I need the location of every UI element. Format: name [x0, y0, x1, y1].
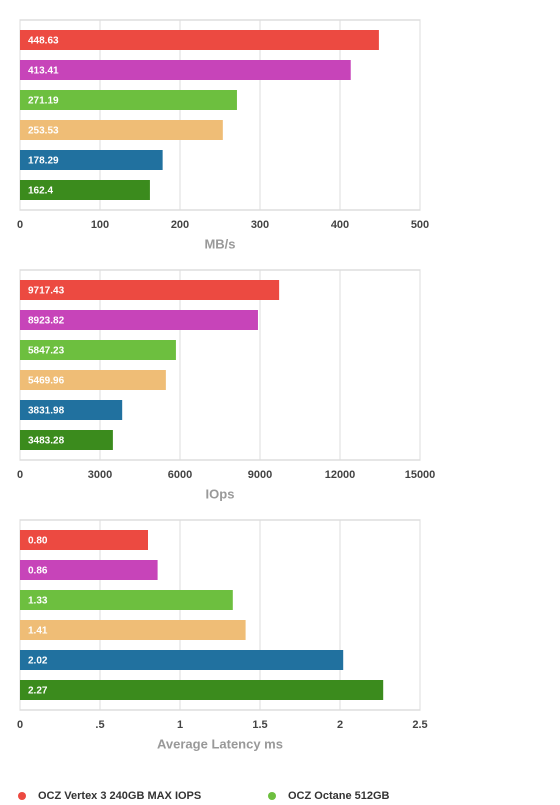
x-tick-label: 9000: [248, 469, 272, 481]
x-tick-label: 2: [337, 719, 343, 731]
x-tick-label: 0: [17, 719, 23, 731]
bar: [20, 340, 176, 360]
bar: [20, 280, 280, 300]
x-tick-label: 200: [171, 219, 189, 231]
x-tick-label: 0: [17, 469, 23, 481]
bar: [20, 530, 148, 550]
value-label: 413.41: [28, 66, 59, 77]
x-tick-label: 1.5: [252, 719, 267, 731]
x-tick-label: .5: [95, 719, 104, 731]
bar: [20, 30, 379, 50]
value-label: 271.19: [28, 96, 59, 107]
value-label: 5469.96: [28, 376, 65, 387]
bar: [20, 560, 158, 580]
value-label: 1.33: [28, 596, 48, 607]
value-label: 2.27: [28, 686, 48, 697]
value-label: 178.29: [28, 156, 59, 167]
x-axis-title: MB/s: [204, 236, 235, 251]
bar: [20, 310, 258, 330]
bar: [20, 370, 166, 390]
value-label: 253.53: [28, 126, 59, 137]
x-tick-label: 0: [17, 219, 23, 231]
x-tick-label: 100: [91, 219, 109, 231]
value-label: 8923.82: [28, 316, 65, 327]
x-axis-title: Average Latency ms: [157, 736, 283, 751]
value-label: 162.4: [28, 186, 53, 197]
value-label: 5847.23: [28, 346, 65, 357]
value-label: 2.02: [28, 656, 48, 667]
value-label: 1.41: [28, 626, 48, 637]
value-label: 0.86: [28, 566, 48, 577]
x-tick-label: 400: [331, 219, 349, 231]
x-tick-label: 500: [411, 219, 429, 231]
value-label: 9717.43: [28, 286, 65, 297]
bar: [20, 400, 123, 420]
bar: [20, 90, 237, 110]
legend-label: OCZ Vertex 3 240GB MAX IOPS: [38, 790, 201, 800]
bar: [20, 150, 163, 170]
x-tick-label: 2.5: [412, 719, 427, 731]
x-axis-title: IOps: [206, 486, 235, 501]
value-label: 3483.28: [28, 436, 65, 447]
x-tick-label: 300: [251, 219, 269, 231]
value-label: 3831.98: [28, 406, 65, 417]
legend-label: OCZ Octane 512GB: [288, 790, 390, 800]
bar: [20, 680, 384, 700]
value-label: 0.80: [28, 536, 48, 547]
legend-marker: [18, 792, 26, 800]
x-tick-label: 12000: [325, 469, 356, 481]
legend-marker: [268, 792, 276, 800]
x-tick-label: 15000: [405, 469, 436, 481]
bar: [20, 430, 113, 450]
value-label: 448.63: [28, 36, 59, 47]
bar: [20, 620, 246, 640]
x-tick-label: 3000: [88, 469, 112, 481]
bar: [20, 180, 150, 200]
bar: [20, 590, 233, 610]
x-tick-label: 6000: [168, 469, 192, 481]
bar: [20, 120, 223, 140]
bar: [20, 60, 351, 80]
x-tick-label: 1: [177, 719, 183, 731]
bar: [20, 650, 344, 670]
